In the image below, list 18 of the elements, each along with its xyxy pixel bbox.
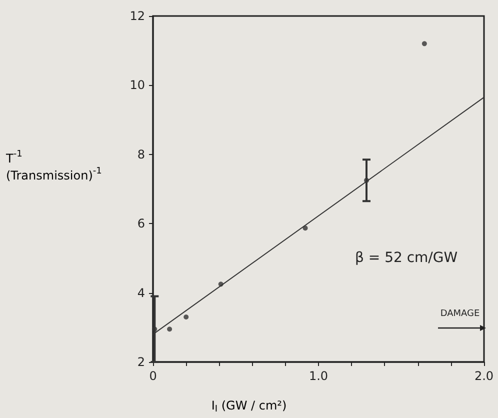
x-tick-label: 0 [149, 369, 157, 383]
point [364, 178, 369, 183]
y-tick-label: 6 [137, 216, 145, 231]
point [167, 326, 172, 332]
x-tick-label: 1.0 [308, 369, 328, 383]
y-tick-label: 10 [130, 78, 145, 92]
y-tick-label: 4 [137, 286, 145, 300]
y-tick-label: 8 [137, 147, 145, 162]
point [218, 282, 224, 287]
point [302, 226, 308, 231]
point [422, 41, 427, 46]
y-tick-label: 12 [130, 9, 145, 23]
point [152, 326, 158, 332]
point [184, 314, 189, 320]
y-tick-label: 2 [137, 355, 145, 369]
annotation: β = 52 cm/GW [355, 250, 458, 266]
x-tick-label: 2.0 [474, 369, 494, 383]
annotation: DAMAGE [440, 309, 480, 319]
